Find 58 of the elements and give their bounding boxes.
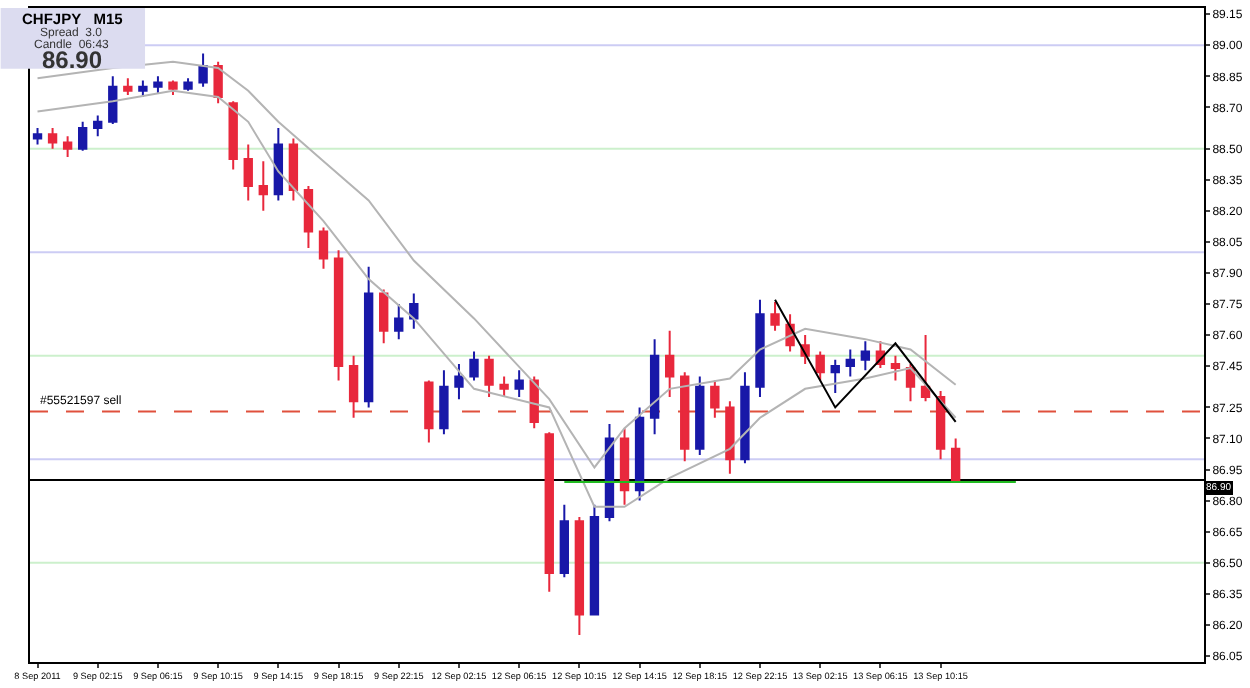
- candlestick: [62, 135, 73, 159]
- candlestick: [168, 79, 178, 96]
- candlestick: [439, 369, 449, 436]
- candlestick: [213, 60, 223, 105]
- candlestick: [950, 437, 961, 481]
- candlestick: [454, 362, 464, 401]
- candlestick: [228, 100, 238, 171]
- candlestick: [589, 503, 600, 616]
- candlestick: [574, 516, 585, 637]
- candlestick: [409, 292, 419, 330]
- candlestick: [243, 143, 253, 202]
- candlestick: [183, 77, 193, 92]
- candlestick: [333, 249, 344, 382]
- candlestick: [514, 369, 524, 399]
- candlestick: [32, 127, 43, 146]
- line-series: [774, 298, 957, 423]
- candlestick: [123, 77, 133, 96]
- candlestick: [424, 379, 434, 444]
- candlestick: [634, 406, 645, 502]
- candlestick: [559, 503, 569, 579]
- candlestick: [725, 400, 735, 475]
- candlestick: [198, 52, 208, 88]
- candlestick: [695, 375, 705, 457]
- candlestick: [710, 379, 720, 419]
- candlestick: [499, 375, 509, 399]
- candlestick: [469, 350, 479, 382]
- candlestick: [288, 137, 299, 202]
- candlestick: [379, 288, 389, 345]
- candlestick: [770, 300, 780, 332]
- candlestick: [363, 265, 374, 409]
- candlestick: [935, 389, 946, 461]
- candlestick: [138, 79, 148, 98]
- candlestick: [303, 184, 314, 250]
- candlestick: [845, 348, 855, 378]
- candlestick: [318, 226, 329, 270]
- annotation: 86.90: [42, 46, 103, 74]
- candlestick: [78, 120, 88, 152]
- candlestick: [544, 431, 554, 593]
- candlestick: [484, 354, 494, 399]
- candlestick: [258, 160, 268, 212]
- candlestick: [93, 114, 103, 138]
- candlestick: [755, 298, 765, 399]
- candlestick: [920, 334, 931, 403]
- candlestick: [348, 354, 359, 419]
- candlestick: [740, 371, 750, 465]
- candlestick: [619, 427, 630, 506]
- candlestick: [394, 302, 404, 341]
- candlestick: [890, 354, 901, 382]
- candlestick: [860, 340, 871, 372]
- candlestick: [108, 75, 118, 125]
- candlestick: [815, 350, 825, 382]
- candlestick: [680, 371, 690, 463]
- candlestick: [665, 329, 675, 399]
- candlestick: [273, 127, 284, 202]
- candlestick: [153, 75, 163, 94]
- candlestick: [47, 127, 58, 150]
- candlestick: [830, 358, 840, 394]
- candlestick: [649, 338, 660, 436]
